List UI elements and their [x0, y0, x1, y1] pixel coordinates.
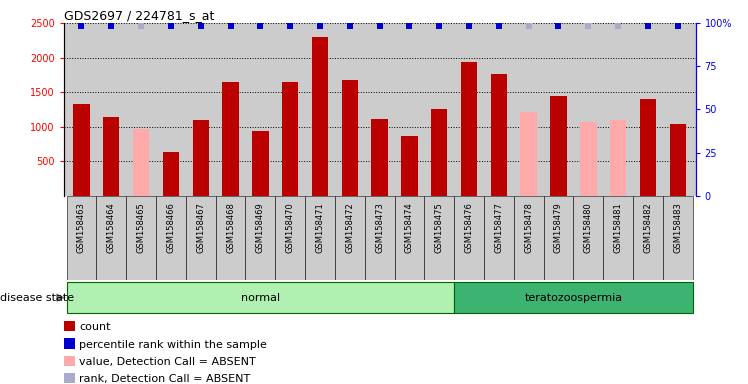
Bar [186, 196, 215, 280]
Bar [64, 356, 75, 366]
Bar [215, 196, 245, 280]
Bar [275, 196, 305, 280]
Text: GSM158465: GSM158465 [137, 203, 146, 253]
Bar [133, 129, 150, 196]
Bar [222, 82, 239, 196]
Bar [64, 338, 75, 349]
Text: GSM158469: GSM158469 [256, 203, 265, 253]
Bar [64, 373, 75, 383]
Text: GSM158474: GSM158474 [405, 203, 414, 253]
Text: count: count [79, 322, 111, 332]
Bar [580, 122, 596, 196]
Text: GSM158482: GSM158482 [643, 203, 652, 253]
Text: GSM158476: GSM158476 [465, 203, 473, 253]
Text: GSM158478: GSM158478 [524, 203, 533, 253]
Bar [663, 196, 693, 280]
Bar [245, 196, 275, 280]
Text: GSM158472: GSM158472 [346, 203, 355, 253]
Bar [126, 196, 156, 280]
Bar [424, 196, 454, 280]
Text: GDS2697 / 224781_s_at: GDS2697 / 224781_s_at [64, 9, 214, 22]
Text: teratozoospermia: teratozoospermia [524, 293, 622, 303]
Bar [67, 282, 454, 313]
Bar [67, 196, 96, 280]
Bar [365, 196, 394, 280]
Bar [394, 196, 424, 280]
Text: disease state: disease state [0, 293, 74, 303]
Bar [514, 196, 544, 280]
Bar [73, 104, 90, 196]
Bar [640, 99, 656, 196]
Bar [431, 109, 447, 196]
Text: GSM158470: GSM158470 [286, 203, 295, 253]
Text: GSM158479: GSM158479 [554, 203, 563, 253]
Text: GSM158467: GSM158467 [196, 203, 205, 253]
Text: GSM158473: GSM158473 [375, 203, 384, 253]
Bar [103, 117, 120, 196]
Bar [64, 321, 75, 331]
Bar [669, 124, 686, 196]
Bar [484, 196, 514, 280]
Text: GSM158477: GSM158477 [494, 203, 503, 253]
Text: GSM158463: GSM158463 [77, 203, 86, 253]
Text: GSM158466: GSM158466 [166, 203, 176, 253]
Bar [603, 196, 633, 280]
Bar [163, 152, 179, 196]
Text: GSM158483: GSM158483 [673, 203, 682, 253]
Bar [96, 196, 126, 280]
Bar [282, 83, 298, 196]
Bar [574, 196, 603, 280]
Text: GSM158480: GSM158480 [583, 203, 593, 253]
Bar [491, 74, 507, 196]
Bar [156, 196, 186, 280]
Bar [610, 120, 626, 196]
Text: value, Detection Call = ABSENT: value, Detection Call = ABSENT [79, 357, 256, 367]
Bar [252, 131, 269, 196]
Bar [372, 119, 387, 196]
Bar [454, 282, 693, 313]
Text: GSM158475: GSM158475 [435, 203, 444, 253]
Text: GSM158471: GSM158471 [316, 203, 325, 253]
Bar [633, 196, 663, 280]
Bar [454, 196, 484, 280]
Text: GSM158468: GSM158468 [226, 203, 235, 253]
Text: GSM158464: GSM158464 [107, 203, 116, 253]
Bar [551, 96, 567, 196]
Bar [312, 37, 328, 196]
Bar [461, 63, 477, 196]
Bar [521, 112, 537, 196]
Text: GSM158481: GSM158481 [613, 203, 622, 253]
Bar [192, 121, 209, 196]
Bar [342, 80, 358, 196]
Text: normal: normal [241, 293, 280, 303]
Bar [335, 196, 365, 280]
Text: percentile rank within the sample: percentile rank within the sample [79, 339, 267, 349]
Text: rank, Detection Call = ABSENT: rank, Detection Call = ABSENT [79, 374, 251, 384]
Bar [401, 136, 417, 196]
Bar [544, 196, 574, 280]
Bar [305, 196, 335, 280]
